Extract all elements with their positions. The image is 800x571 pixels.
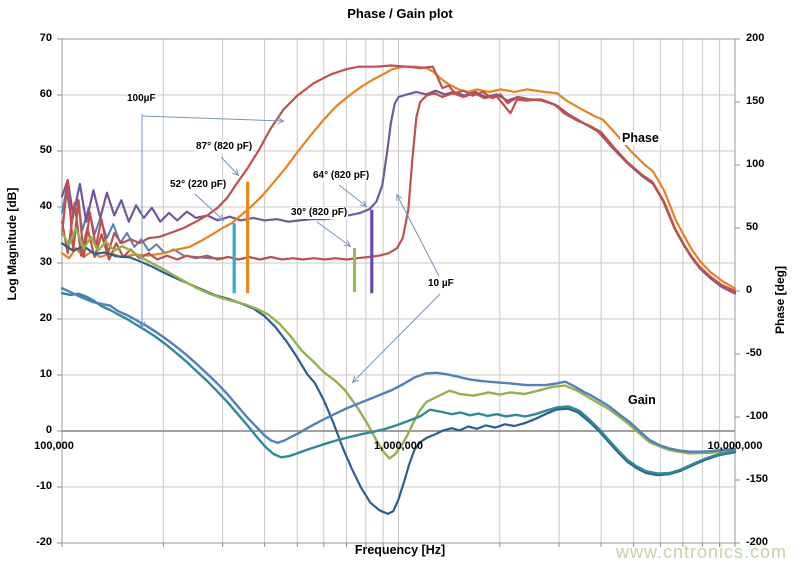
y-right-tick-label: -50 [746, 347, 762, 359]
annotation-label: 10 µF [427, 278, 455, 290]
series-gain-green [60, 227, 737, 460]
y-left-tick-label: 50 [39, 144, 52, 156]
y-right-tick-label: 0 [746, 284, 753, 296]
x-tick-label: 100,000 [34, 440, 74, 452]
y-left-tick-label: 30 [39, 256, 52, 268]
annotation-label: 87° (820 pF) [195, 141, 254, 153]
watermark: www.cntronics.com [615, 542, 787, 562]
annotation-arrow [397, 195, 440, 277]
y-left-axis-title: Log Magnitude [dB] [5, 187, 19, 301]
annotation-label: 100µF [126, 93, 157, 105]
series-phase-red-10uF [60, 92, 737, 294]
y-right-tick-label: 100 [746, 158, 765, 170]
y-left-tick-label: 40 [39, 200, 52, 212]
annotation-label: 52° (220 pF) [169, 179, 228, 191]
phase-series-label: Phase [620, 131, 661, 145]
annotation-arrow [220, 156, 238, 175]
y-right-tick-label: 50 [746, 221, 759, 233]
annotation-arrow [338, 184, 366, 206]
y-left-tick-label: -10 [36, 480, 52, 492]
y-right-tick-label: -100 [746, 410, 769, 422]
annotation-arrow [194, 193, 223, 220]
series-gain-teal [60, 292, 737, 475]
y-left-tick-label: 70 [39, 32, 52, 44]
y-left-tick-label: 20 [39, 312, 52, 324]
series-phase-red-100uF [60, 64, 737, 293]
y-left-tick-label: 60 [39, 88, 52, 100]
y-right-tick-label: -150 [746, 473, 769, 485]
x-axis-title: Frequency [Hz] [354, 543, 446, 557]
y-left-tick-label: 10 [39, 368, 52, 380]
y-right-tick-label: 200 [746, 32, 765, 44]
annotation-label: 30° (820 pF) [290, 207, 349, 219]
x-tick-label: 1,000,000 [374, 440, 423, 452]
annotation-arrow [141, 115, 283, 121]
annotation-arrow [316, 221, 350, 246]
x-tick-label: 10,000,000 [707, 440, 763, 452]
y-right-tick-label: 150 [746, 95, 765, 107]
y-left-tick-label: -20 [36, 536, 52, 548]
y-right-tick-label: -200 [746, 536, 769, 548]
chart-title: Phase / Gain plot [347, 6, 453, 21]
gain-series-label: Gain [626, 393, 658, 407]
annotation-arrow [353, 293, 441, 382]
y-left-tick-label: 0 [45, 424, 52, 436]
series-phase-orange-100uF [60, 65, 737, 290]
annotation-label: 64° (820 pF) [312, 170, 371, 182]
series-gain-blue [60, 287, 737, 453]
